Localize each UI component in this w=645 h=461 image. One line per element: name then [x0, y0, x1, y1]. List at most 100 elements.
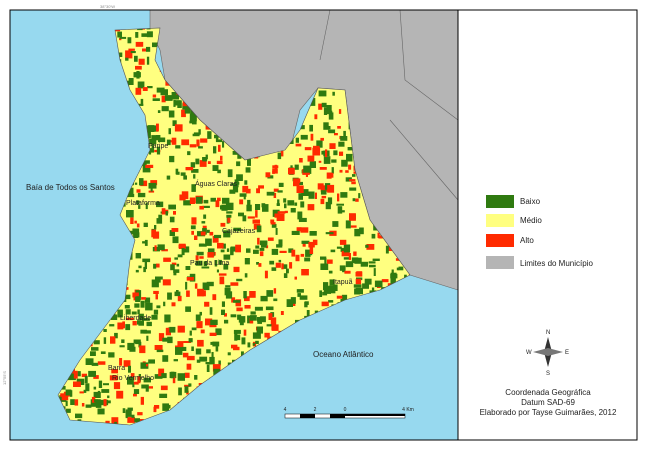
mosaic-cell — [241, 351, 244, 357]
mosaic-cell — [255, 245, 260, 249]
mosaic-cell — [134, 182, 138, 185]
mosaic-cell — [138, 313, 144, 320]
mosaic-cell — [231, 344, 238, 349]
mosaic-cell — [266, 290, 274, 297]
mosaic-cell — [196, 251, 204, 256]
boundary-lines — [319, 9, 459, 201]
mosaic-cell — [257, 317, 262, 322]
mosaic-cell — [283, 273, 288, 278]
mosaic-cell — [344, 270, 351, 274]
mosaic-cell — [225, 285, 231, 288]
mosaic-cell — [309, 98, 316, 106]
mosaic-cell — [343, 244, 351, 253]
mosaic-cell — [343, 130, 346, 139]
mosaic-cell — [170, 371, 175, 379]
mosaic-cell — [339, 151, 344, 156]
mosaic-cell — [355, 278, 362, 285]
mosaic-cell — [109, 375, 118, 381]
mosaic-cell — [294, 202, 298, 206]
mosaic-cell — [371, 233, 376, 239]
mosaic-cell — [90, 351, 96, 356]
mosaic-cell — [141, 297, 146, 300]
mosaic-cell — [132, 321, 137, 326]
mosaic-cell — [114, 421, 117, 425]
mosaic-cell — [328, 126, 331, 130]
mosaic-cell — [339, 265, 346, 271]
mosaic-cell — [350, 225, 357, 228]
mosaic-cell — [148, 190, 155, 193]
mosaic-cell — [354, 291, 362, 294]
mosaic-cell — [173, 269, 180, 273]
mosaic-cell — [131, 414, 135, 418]
mosaic-cell — [177, 254, 183, 258]
mosaic-cell — [325, 201, 331, 210]
mosaic-cell — [226, 214, 232, 218]
mosaic-cell — [268, 313, 273, 320]
mosaic-cell — [128, 78, 134, 85]
mosaic-cell — [189, 330, 192, 336]
mosaic-cell — [176, 171, 180, 175]
mosaic-cell — [105, 420, 110, 424]
mosaic-cell — [173, 100, 176, 107]
mosaic-cell — [127, 376, 134, 385]
mosaic-cell — [374, 280, 383, 288]
scale-label: 0 — [344, 407, 347, 413]
mosaic-cell — [173, 359, 178, 362]
legend-swatch — [486, 256, 514, 269]
mosaic-cell — [299, 295, 308, 300]
mosaic-cell — [156, 146, 161, 155]
mosaic-cell — [300, 201, 305, 208]
mosaic-cell — [298, 217, 307, 222]
mosaic-cell — [142, 318, 150, 321]
mosaic-cell — [308, 191, 315, 199]
mosaic-cell — [327, 184, 335, 193]
mosaic-cell — [97, 408, 105, 415]
mosaic-cell — [307, 155, 315, 162]
mosaic-cell — [85, 358, 94, 365]
mosaic-cell — [318, 160, 322, 163]
mosaic-cell — [137, 376, 141, 384]
mosaic-cell — [349, 187, 357, 191]
mosaic-cell — [341, 294, 348, 301]
mosaic-cell — [318, 90, 327, 97]
mosaic-cell — [276, 213, 285, 221]
mosaic-cell — [181, 139, 190, 146]
mosaic-cell — [160, 89, 168, 96]
mosaic-cell — [254, 306, 263, 311]
mosaic-cell — [196, 139, 200, 147]
mosaic-cell — [209, 356, 215, 365]
mosaic-cell — [190, 225, 196, 230]
mosaic-cell — [318, 103, 323, 110]
mosaic-cell — [215, 135, 219, 142]
mosaic-cell — [156, 218, 163, 224]
mosaic-cell — [245, 167, 251, 173]
mosaic-cell — [206, 229, 210, 233]
mosaic-cell — [325, 232, 334, 235]
scale-segment — [300, 414, 315, 418]
mosaic-cell — [160, 385, 168, 391]
mosaic-cell — [201, 266, 210, 269]
mosaic-cell — [385, 245, 389, 254]
mosaic-cell — [79, 391, 84, 394]
mosaic-cell — [107, 400, 111, 404]
mosaic-cell — [295, 143, 302, 147]
mosaic-cell — [193, 174, 196, 179]
mosaic-cell — [246, 204, 252, 212]
mosaic-cell — [328, 129, 336, 134]
legend-swatch — [486, 214, 514, 227]
mosaic-cell — [286, 299, 293, 307]
mosaic-cell — [302, 243, 306, 247]
mosaic-cell — [201, 290, 206, 297]
mosaic-cell — [244, 180, 248, 185]
mosaic-cell — [269, 260, 275, 265]
mosaic-cell — [219, 276, 225, 285]
mosaic-cell — [218, 360, 221, 366]
mosaic-cell — [390, 278, 396, 286]
mosaic-cell — [142, 48, 149, 52]
mosaic-cell — [326, 205, 329, 209]
mosaic-cell — [186, 290, 190, 297]
mosaic-cell — [314, 192, 317, 199]
mosaic-cell — [135, 253, 141, 259]
mosaic-cell — [151, 279, 159, 288]
